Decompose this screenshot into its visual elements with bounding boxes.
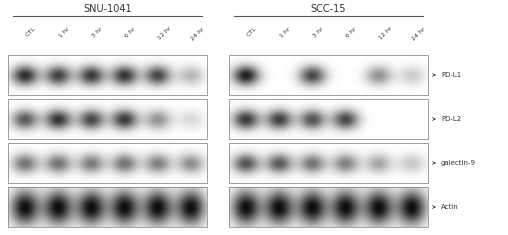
Bar — [8, 187, 207, 227]
Text: 1 hr: 1 hr — [279, 26, 291, 38]
Text: 24 hr: 24 hr — [411, 26, 427, 41]
Bar — [8, 143, 207, 183]
Text: PD-L2: PD-L2 — [441, 116, 461, 122]
Text: 3 hr: 3 hr — [91, 26, 104, 39]
Text: 24 hr: 24 hr — [190, 26, 206, 41]
Text: Actin: Actin — [441, 204, 459, 210]
Bar — [8, 55, 207, 95]
Bar — [229, 99, 428, 139]
Text: 12 hr: 12 hr — [157, 26, 172, 41]
Text: CTL: CTL — [245, 26, 258, 38]
Text: PD-L1: PD-L1 — [441, 72, 461, 78]
Text: 6 hr: 6 hr — [124, 26, 137, 38]
Text: 1 hr: 1 hr — [58, 26, 70, 38]
Text: 3 hr: 3 hr — [312, 26, 325, 39]
Text: SCC-15: SCC-15 — [311, 4, 346, 14]
Bar — [229, 55, 428, 95]
Bar — [229, 187, 428, 227]
Bar — [8, 99, 207, 139]
Text: 6 hr: 6 hr — [345, 26, 358, 38]
Text: SNU-1041: SNU-1041 — [83, 4, 132, 14]
Bar — [229, 143, 428, 183]
Text: 12 hr: 12 hr — [378, 26, 394, 41]
Text: galectin-9: galectin-9 — [441, 160, 476, 166]
Text: CTL: CTL — [24, 26, 37, 38]
